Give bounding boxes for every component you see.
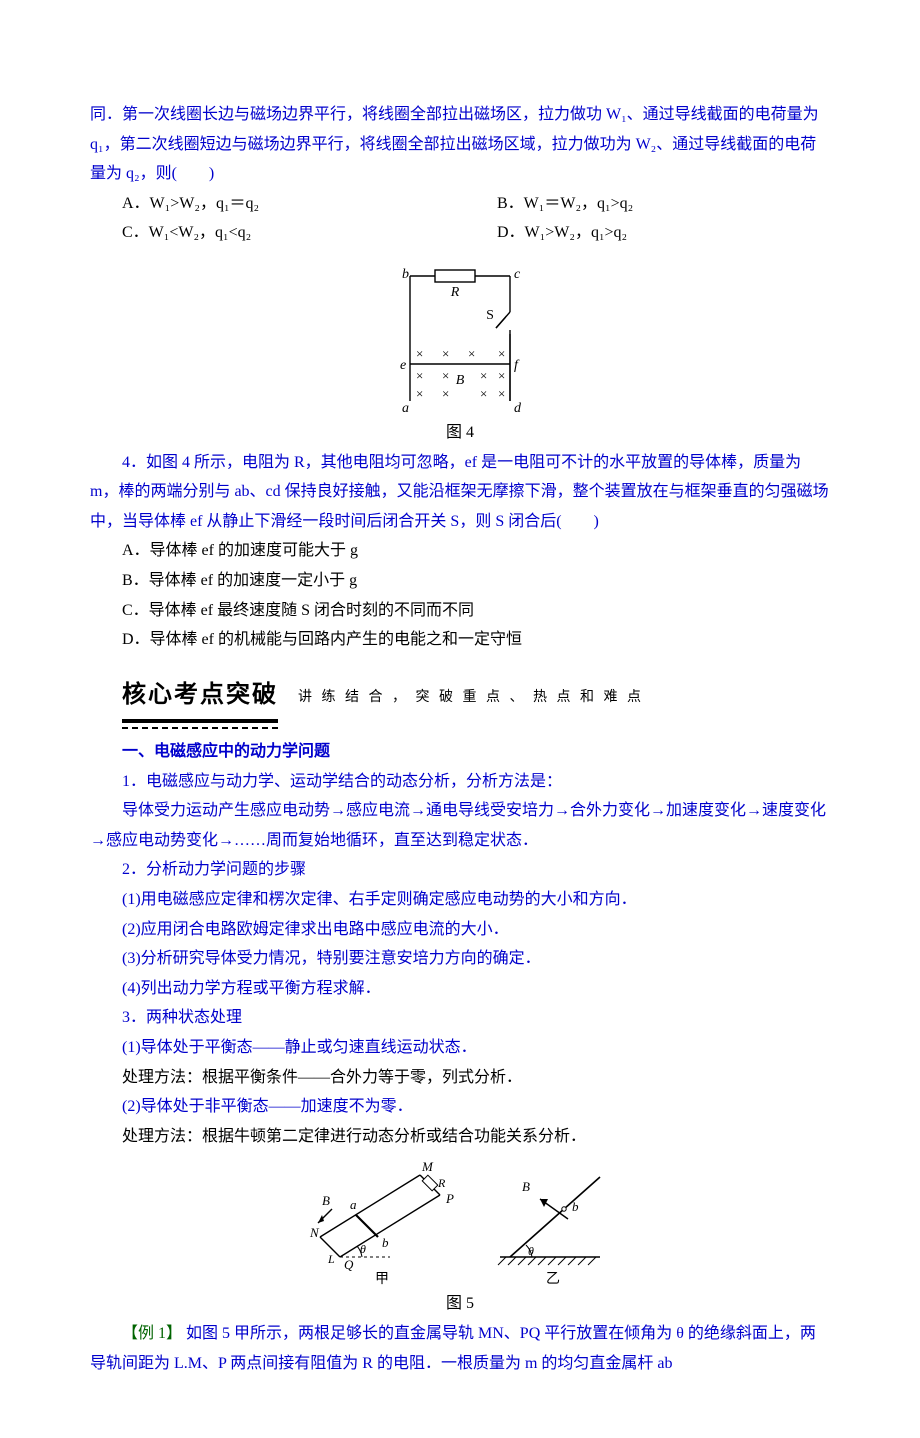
- q3-opt-d: D．W₁>W₂，q₁>q₂: [497, 218, 830, 248]
- figure-4-caption: 图 4: [90, 418, 830, 448]
- q3-opt-c: C．W₁<W₂，q₁<q₂: [90, 218, 497, 248]
- fig5-B-left: B: [322, 1193, 330, 1208]
- sec1-s1: (1)用电磁感应定律和楞次定律、右手定则确定感应电动势的大小和方向．: [90, 885, 830, 915]
- figure-5-caption: 图 5: [90, 1289, 830, 1319]
- svg-text:×: ×: [480, 368, 487, 383]
- q4-stem: 4．如图 4 所示，电阻为 R，其他电阻均可忽略，ef 是一电阻可不计的水平放置…: [90, 448, 830, 537]
- sec1-s4: (4)列出动力学方程或平衡方程求解．: [90, 974, 830, 1004]
- fig4-label-a: a: [402, 401, 409, 416]
- q4-opt-a: A．导体棒 ef 的加速度可能大于 g: [90, 536, 830, 566]
- fig5-B-right: B: [522, 1179, 530, 1194]
- sec1-s3: (3)分析研究导体受力情况，特别要注意安培力方向的确定．: [90, 944, 830, 974]
- svg-text:×: ×: [480, 386, 487, 401]
- banner-subtitle: 讲 练 结 合 ， 突 破 重 点 、 热 点 和 难 点: [298, 685, 644, 711]
- figure-5-svg: M R P N L Q a b B θ 甲: [300, 1157, 620, 1287]
- page: 同．第一次线圈长边与磁场边界平行，将线圈全部拉出磁场区，拉力做功 W₁、通过导线…: [90, 100, 830, 1378]
- sec1-l4: 3．两种状态处理: [90, 1003, 830, 1033]
- q3-stem: 同．第一次线圈长边与磁场边界平行，将线圈全部拉出磁场区，拉力做功 W₁、通过导线…: [90, 100, 830, 189]
- fig5-jia: 甲: [375, 1272, 389, 1287]
- svg-text:×: ×: [498, 386, 505, 401]
- example-1: 【例 1】 如图 5 甲所示，两根足够长的直金属导轨 MN、PQ 平行放置在倾角…: [90, 1319, 830, 1378]
- fig5-Q: Q: [344, 1257, 354, 1272]
- fig4-label-R: R: [450, 285, 460, 300]
- figure-5: M R P N L Q a b B θ 甲: [90, 1157, 830, 1287]
- svg-text:×: ×: [498, 368, 505, 383]
- sec1-l1: 1．电磁感应与动力学、运动学结合的动态分析，分析方法是：: [90, 767, 830, 797]
- q3-options-row2: C．W₁<W₂，q₁<q₂ D．W₁>W₂，q₁>q₂: [90, 218, 830, 248]
- fig4-label-c: c: [514, 267, 521, 282]
- fig4-label-d: d: [514, 401, 522, 416]
- q4-opt-b: B．导体棒 ef 的加速度一定小于 g: [90, 566, 830, 596]
- q4-opt-c: C．导体棒 ef 最终速度随 S 闭合时刻的不同而不同: [90, 596, 830, 626]
- sec1-t1p: 处理方法：根据平衡条件——合外力等于零，列式分析．: [90, 1063, 830, 1093]
- example-1-tag: 【例 1】: [122, 1325, 182, 1342]
- svg-text:×: ×: [498, 346, 505, 361]
- fig4-label-S: S: [486, 308, 494, 323]
- figure-4: R S × × × × × × × × × × × × B b c e f a: [90, 256, 830, 416]
- q3-opt-b: B．W₁＝W₂，q₁>q₂: [497, 189, 830, 219]
- fig4-label-B: B: [456, 373, 465, 388]
- fig5-R: R: [437, 1176, 446, 1190]
- sec1-l2: 导体受力运动产生感应电动势→感应电流→通电导线受安培力→合外力变化→加速度变化→…: [90, 796, 830, 855]
- sec1-t1: (1)导体处于平衡态——静止或匀速直线运动状态．: [90, 1033, 830, 1063]
- fig5-yi: 乙: [546, 1271, 560, 1287]
- svg-text:×: ×: [416, 346, 423, 361]
- section-banner: 核心考点突破 讲 练 结 合 ， 突 破 重 点 、 热 点 和 难 点: [122, 673, 830, 723]
- fig5-P: P: [445, 1191, 454, 1206]
- fig4-label-e: e: [400, 358, 406, 373]
- fig5-L: L: [327, 1252, 335, 1266]
- fig5-theta-left: θ: [360, 1242, 366, 1256]
- banner-title: 核心考点突破: [122, 673, 278, 723]
- svg-text:×: ×: [416, 386, 423, 401]
- svg-text:×: ×: [416, 368, 423, 383]
- q3-opt-a: A．W₁>W₂，q₁＝q₂: [90, 189, 497, 219]
- svg-text:×: ×: [442, 386, 449, 401]
- svg-text:×: ×: [468, 346, 475, 361]
- svg-text:×: ×: [442, 368, 449, 383]
- fig5-theta-right: θ: [528, 1244, 534, 1258]
- sec1-t2: (2)导体处于非平衡态——加速度不为零．: [90, 1092, 830, 1122]
- fig5-N: N: [309, 1225, 320, 1240]
- fig5-M: M: [421, 1159, 434, 1174]
- fig5-a: a: [350, 1197, 357, 1212]
- fig5-b-right: b: [572, 1199, 579, 1214]
- sec1-l3: 2．分析动力学问题的步骤: [90, 855, 830, 885]
- q4-opt-d: D．导体棒 ef 的机械能与回路内产生的电能之和一定守恒: [90, 625, 830, 655]
- sec1-t2p: 处理方法：根据牛顿第二定律进行动态分析或结合功能关系分析．: [90, 1122, 830, 1152]
- fig5-b-left: b: [382, 1235, 389, 1250]
- svg-text:×: ×: [442, 346, 449, 361]
- figure-4-svg: R S × × × × × × × × × × × × B b c e f a: [380, 256, 540, 416]
- fig4-label-b: b: [402, 267, 409, 282]
- sec1-heading: 一、电磁感应中的动力学问题: [90, 737, 830, 767]
- q3-options-row1: A．W₁>W₂，q₁＝q₂ B．W₁＝W₂，q₁>q₂: [90, 189, 830, 219]
- example-1-body: 如图 5 甲所示，两根足够长的直金属导轨 MN、PQ 平行放置在倾角为 θ 的绝…: [90, 1325, 816, 1372]
- sec1-s2: (2)应用闭合电路欧姆定律求出电路中感应电流的大小．: [90, 915, 830, 945]
- fig4-label-f: f: [514, 358, 520, 373]
